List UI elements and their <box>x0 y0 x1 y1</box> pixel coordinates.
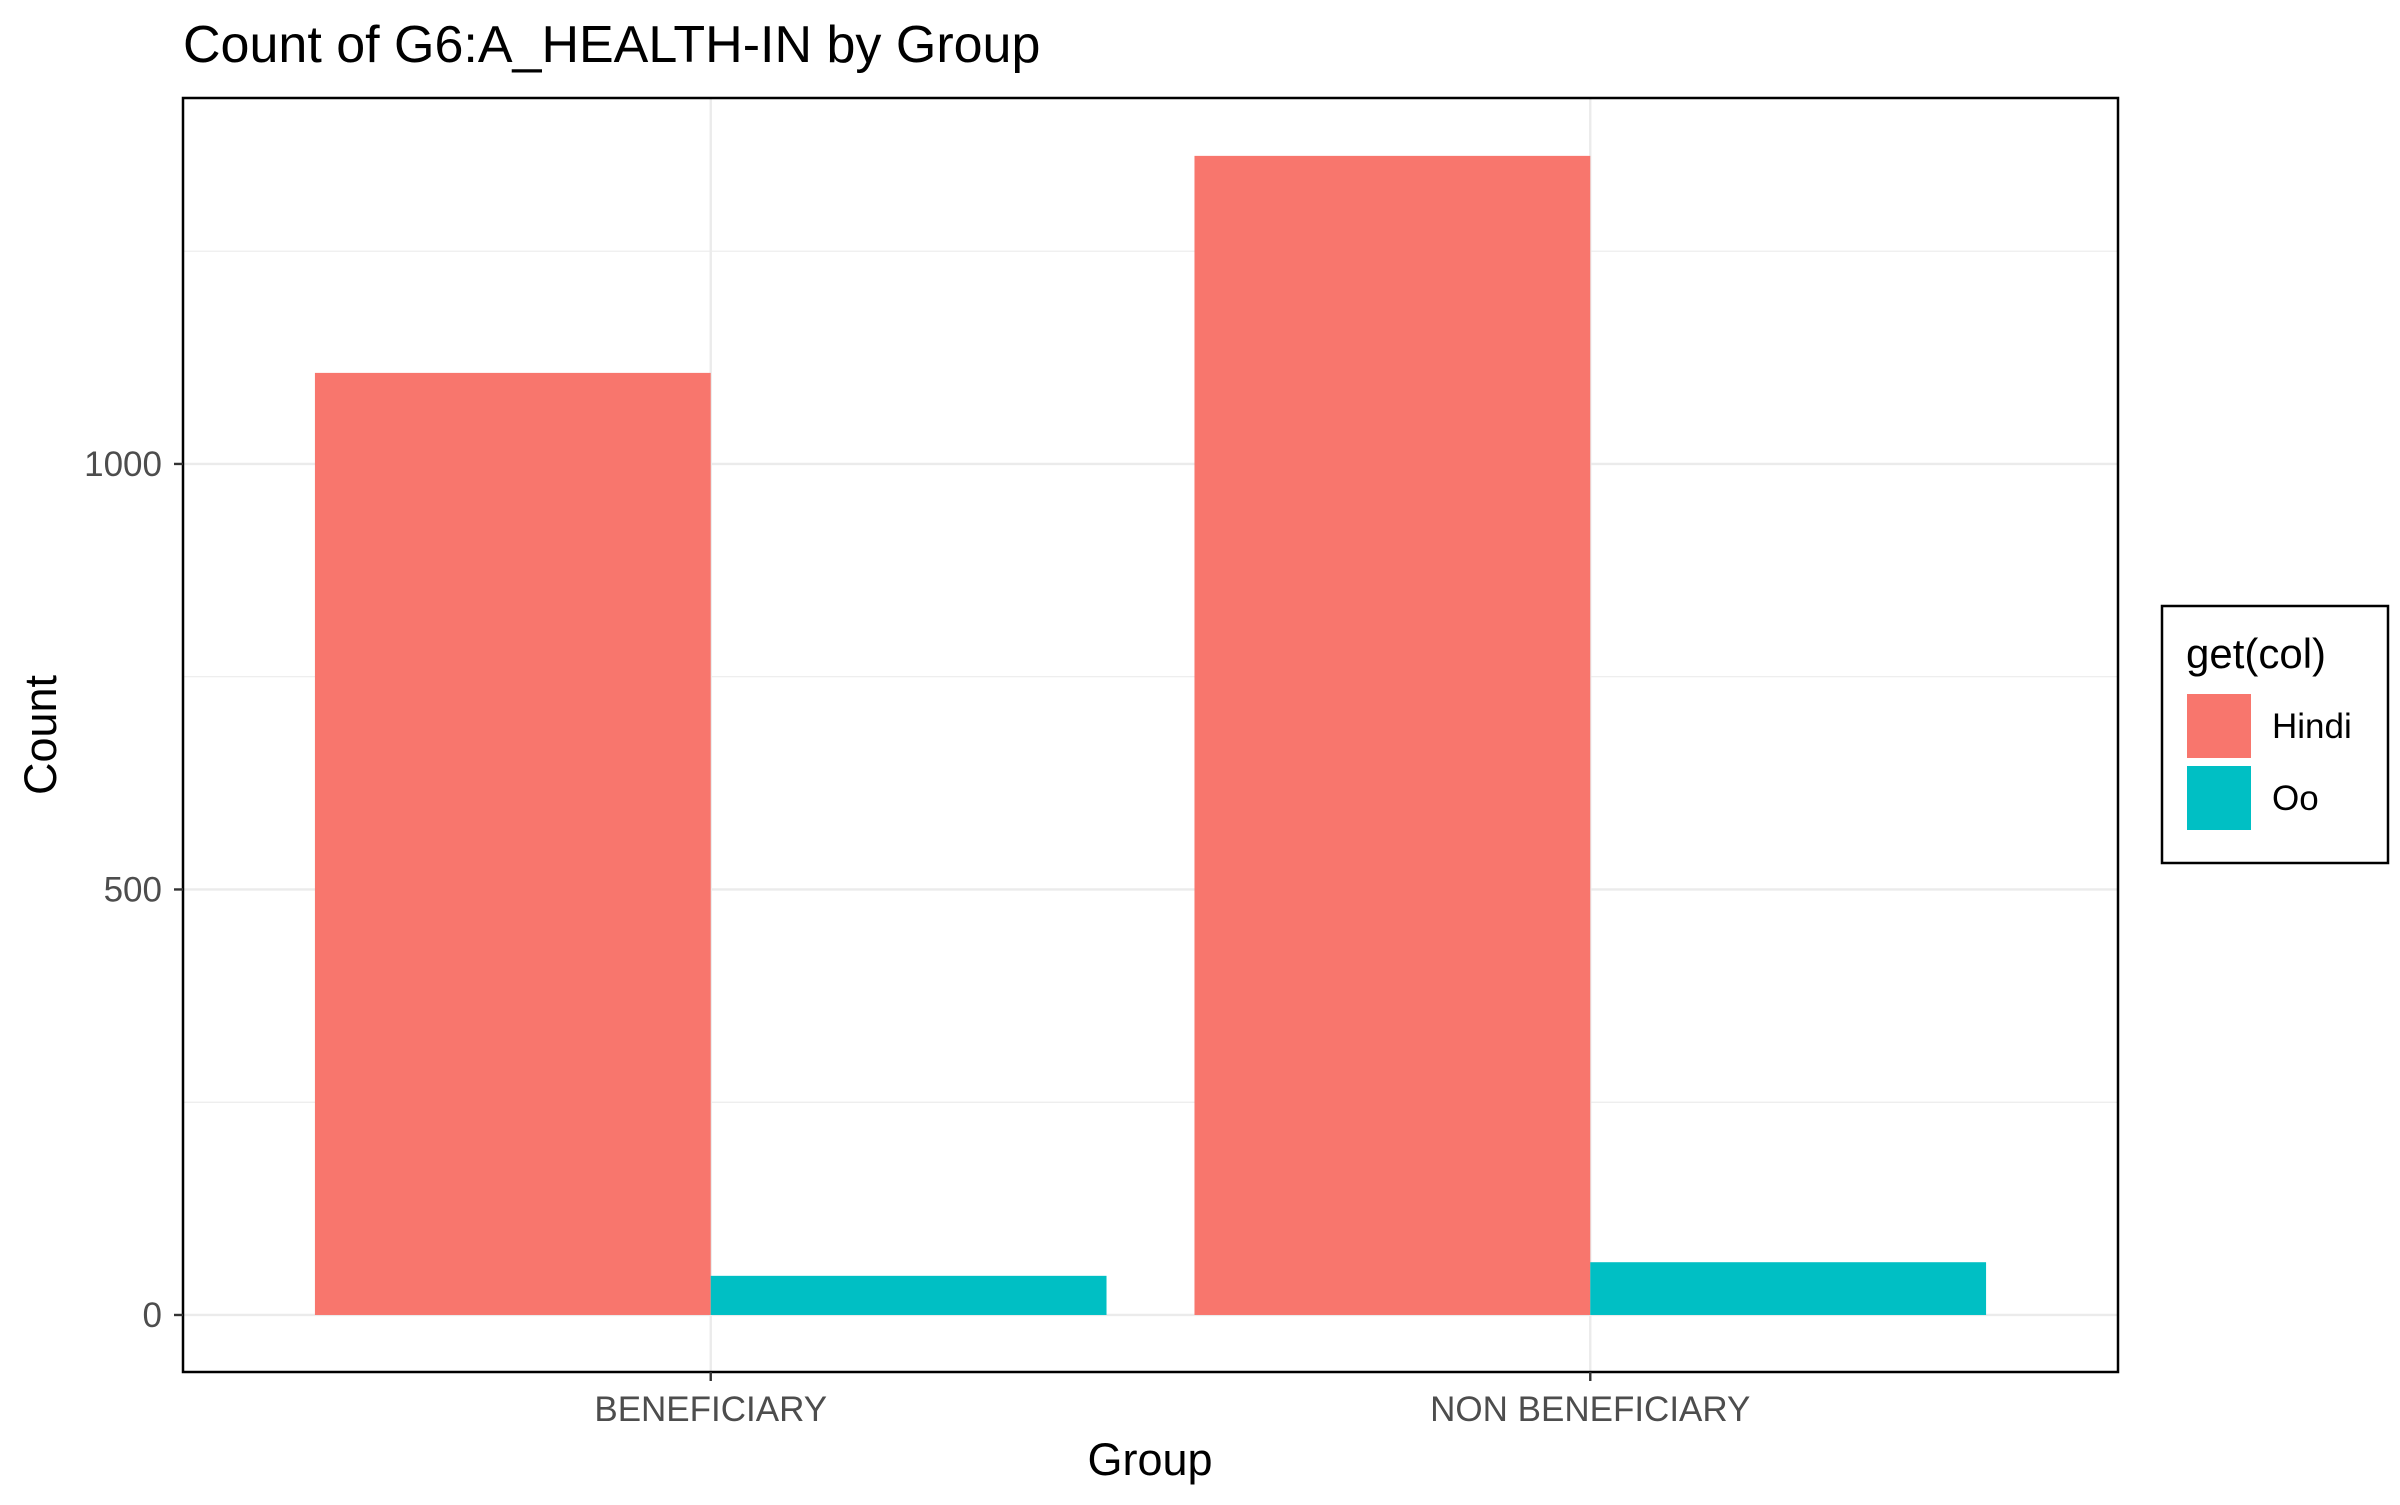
bar-hindi-beneficiary <box>314 372 711 1315</box>
bars <box>314 155 1987 1315</box>
y-tick-label: 500 <box>104 870 162 909</box>
x-tick-label: NON BENEFICIARY <box>1430 1390 1750 1429</box>
legend: get(col) Hindi Oo <box>2160 604 2390 865</box>
plot-border <box>181 96 2120 1374</box>
legend-items: Hindi Oo <box>2187 694 2352 830</box>
y-tick-label: 0 <box>143 1296 162 1335</box>
chart-title: Count of G6:A_HEALTH-IN by Group <box>183 16 1040 74</box>
y-axis: 0 500 1000 <box>84 445 183 1335</box>
x-tick-label: BENEFICIARY <box>594 1390 827 1429</box>
legend-key-hindi <box>2187 694 2251 758</box>
x-axis-title: Group <box>1087 1434 1212 1485</box>
legend-label-oo: Oo <box>2272 779 2319 818</box>
bar-oo-non-beneficiary <box>1590 1262 1987 1315</box>
y-tick-label: 1000 <box>84 445 162 484</box>
bar-hindi-non-beneficiary <box>1194 155 1591 1315</box>
x-axis: BENEFICIARY NON BENEFICIARY <box>594 1372 1750 1429</box>
y-axis-title: Count <box>15 674 66 795</box>
legend-key-oo <box>2187 766 2251 830</box>
legend-title: get(col) <box>2186 630 2326 677</box>
bar-oo-beneficiary <box>710 1275 1107 1315</box>
legend-label-hindi: Hindi <box>2272 707 2352 746</box>
